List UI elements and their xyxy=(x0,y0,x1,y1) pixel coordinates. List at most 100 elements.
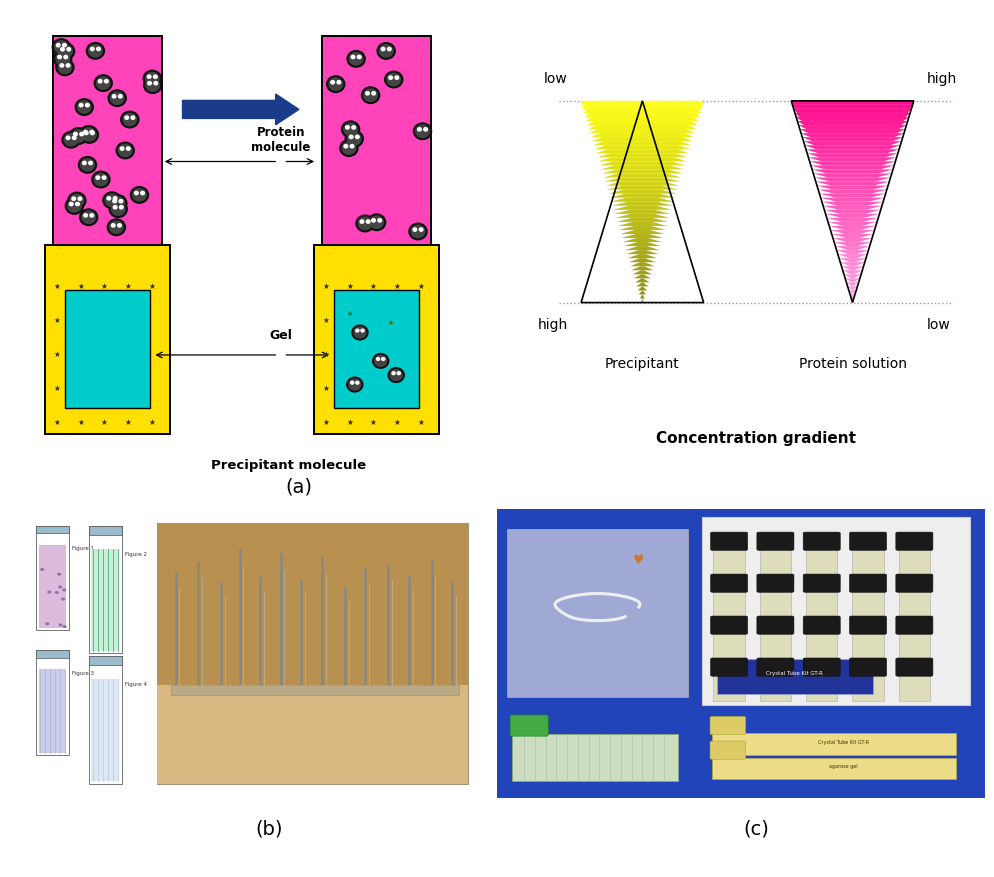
Circle shape xyxy=(113,196,116,200)
Polygon shape xyxy=(637,287,647,290)
Polygon shape xyxy=(843,275,860,278)
Polygon shape xyxy=(830,230,874,234)
Text: ★: ★ xyxy=(78,418,83,427)
Polygon shape xyxy=(603,177,680,182)
Circle shape xyxy=(102,192,121,209)
Circle shape xyxy=(76,99,93,116)
Circle shape xyxy=(117,224,121,227)
Circle shape xyxy=(329,78,342,90)
Bar xyxy=(712,758,955,780)
Polygon shape xyxy=(590,133,693,137)
Circle shape xyxy=(143,70,161,87)
Circle shape xyxy=(66,197,83,214)
Circle shape xyxy=(107,196,110,200)
Circle shape xyxy=(83,131,87,133)
Text: (c): (c) xyxy=(743,819,768,838)
Circle shape xyxy=(134,191,138,195)
Circle shape xyxy=(58,55,62,59)
Polygon shape xyxy=(839,262,864,267)
Circle shape xyxy=(413,228,416,232)
FancyBboxPatch shape xyxy=(849,574,886,592)
Polygon shape xyxy=(618,226,665,230)
Bar xyxy=(805,548,837,575)
Polygon shape xyxy=(597,157,686,161)
Circle shape xyxy=(388,367,404,382)
Polygon shape xyxy=(623,242,660,246)
Circle shape xyxy=(341,121,359,138)
Circle shape xyxy=(79,197,82,200)
Circle shape xyxy=(83,161,86,165)
Bar xyxy=(314,245,438,434)
Bar xyxy=(88,656,121,665)
FancyBboxPatch shape xyxy=(895,658,932,676)
Polygon shape xyxy=(596,153,687,157)
Polygon shape xyxy=(633,275,650,278)
Bar xyxy=(91,679,118,781)
Circle shape xyxy=(154,82,157,85)
Circle shape xyxy=(85,103,89,107)
Polygon shape xyxy=(810,166,894,169)
Bar xyxy=(759,548,790,575)
Circle shape xyxy=(397,372,400,374)
Polygon shape xyxy=(806,153,897,157)
Polygon shape xyxy=(632,270,651,275)
Circle shape xyxy=(70,203,73,206)
Circle shape xyxy=(46,623,49,624)
Circle shape xyxy=(104,80,108,83)
Circle shape xyxy=(82,128,95,140)
Bar xyxy=(157,685,468,784)
Text: ★: ★ xyxy=(322,350,329,359)
Circle shape xyxy=(119,199,122,203)
Circle shape xyxy=(356,215,374,232)
Polygon shape xyxy=(836,250,868,254)
Circle shape xyxy=(90,47,94,51)
FancyBboxPatch shape xyxy=(849,658,886,676)
Bar xyxy=(712,733,955,754)
Circle shape xyxy=(395,76,399,79)
Polygon shape xyxy=(807,157,896,161)
Circle shape xyxy=(342,142,355,154)
Circle shape xyxy=(344,123,357,135)
Bar xyxy=(157,523,468,685)
Bar xyxy=(334,289,419,408)
Polygon shape xyxy=(837,254,867,258)
Polygon shape xyxy=(595,149,688,153)
Polygon shape xyxy=(796,121,907,125)
Circle shape xyxy=(91,171,110,188)
Text: ★: ★ xyxy=(346,310,353,317)
Bar xyxy=(39,669,67,752)
Circle shape xyxy=(89,214,93,217)
FancyBboxPatch shape xyxy=(710,616,746,634)
Text: agarose gel: agarose gel xyxy=(829,764,857,769)
Text: ★: ★ xyxy=(100,282,107,290)
Polygon shape xyxy=(823,210,880,214)
Text: ★: ★ xyxy=(417,282,424,290)
Bar xyxy=(88,526,121,653)
Circle shape xyxy=(56,59,74,75)
Circle shape xyxy=(109,221,123,233)
Circle shape xyxy=(409,223,426,239)
Polygon shape xyxy=(849,295,854,298)
Circle shape xyxy=(82,211,95,224)
Circle shape xyxy=(358,217,372,230)
Circle shape xyxy=(59,45,73,57)
Circle shape xyxy=(55,41,68,53)
Text: ★: ★ xyxy=(322,316,329,324)
Circle shape xyxy=(387,74,400,86)
Circle shape xyxy=(360,220,364,224)
Text: ★: ★ xyxy=(54,350,60,359)
Polygon shape xyxy=(817,189,886,194)
Circle shape xyxy=(423,128,427,131)
Circle shape xyxy=(118,95,122,98)
Circle shape xyxy=(347,132,361,145)
Circle shape xyxy=(90,132,94,135)
Circle shape xyxy=(67,47,71,51)
Text: Figure 1: Figure 1 xyxy=(72,546,94,552)
Circle shape xyxy=(119,205,123,209)
Polygon shape xyxy=(848,290,855,295)
Circle shape xyxy=(65,133,78,146)
Polygon shape xyxy=(580,101,703,105)
Circle shape xyxy=(80,125,97,142)
Polygon shape xyxy=(592,141,691,146)
Bar xyxy=(759,631,790,660)
